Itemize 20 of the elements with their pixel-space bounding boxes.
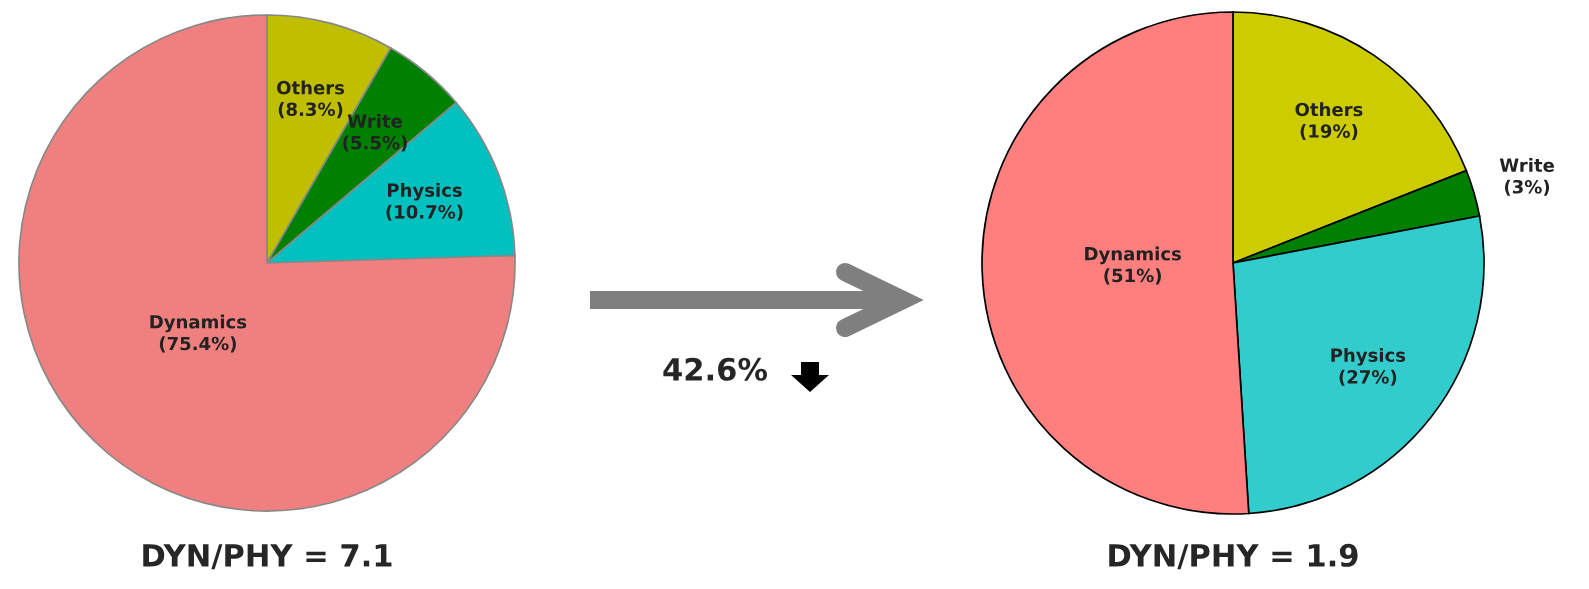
slice-label: Write	[1499, 158, 1554, 173]
slice-label: Dynamics	[1085, 246, 1181, 265]
data-label: (51%)	[1104, 268, 1161, 285]
data-label: (27%)	[1339, 369, 1397, 386]
text: DYN/PHY = 7.1	[143, 544, 392, 570]
slice-label: Physics	[388, 182, 462, 201]
data-label: (19%)	[1300, 123, 1358, 140]
text: 42.6%	[663, 357, 768, 381]
text: DYN/PHY = 1.9	[1109, 543, 1358, 570]
slice-label: Dynamics	[150, 314, 247, 333]
data-label: (75.4%)	[159, 336, 236, 353]
slice-label: Others	[1295, 102, 1363, 117]
slice-label: Others	[277, 80, 345, 95]
data-label: (5.5%)	[343, 135, 407, 152]
slice-label: Write	[347, 113, 402, 128]
slice-label: Physics	[1331, 348, 1406, 366]
data-label: (8.3%)	[278, 102, 343, 119]
data-label: (3%)	[1505, 179, 1550, 196]
pie-slice	[18, 14, 516, 512]
data-label: (10.7%)	[386, 204, 463, 221]
